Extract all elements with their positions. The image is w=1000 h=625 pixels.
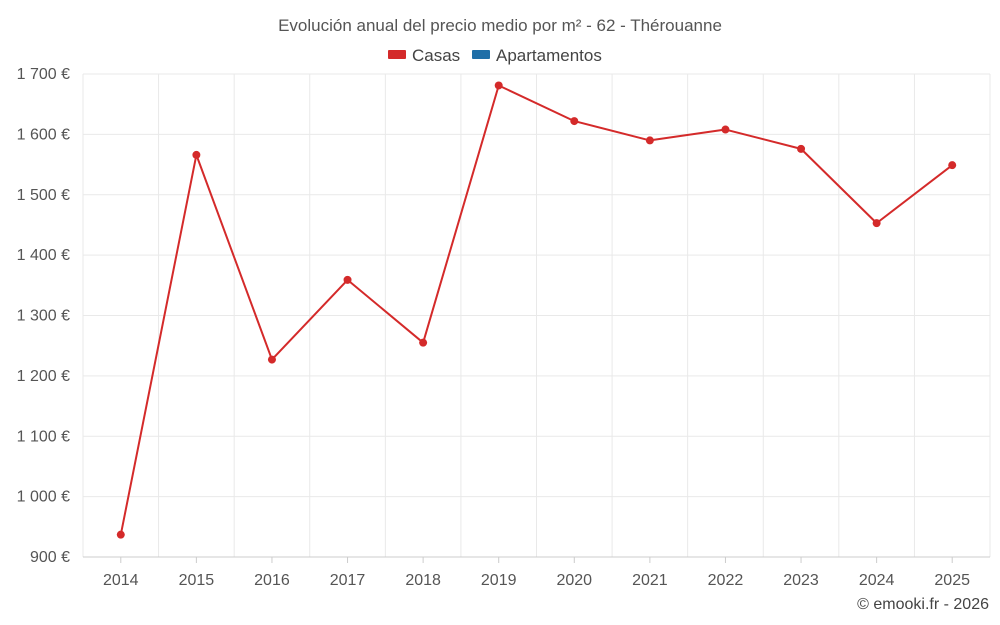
legend-swatch-apartamentos bbox=[472, 50, 490, 59]
series-casas bbox=[116, 81, 957, 539]
legend-swatch-casas bbox=[388, 50, 406, 59]
legend-label-casas: Casas bbox=[412, 46, 460, 65]
x-tick-label: 2023 bbox=[783, 572, 819, 589]
x-tick-label: 2014 bbox=[103, 572, 139, 589]
legend-item-casas[interactable]: Casas bbox=[388, 46, 460, 65]
data-point[interactable] bbox=[645, 136, 654, 145]
data-point[interactable] bbox=[116, 530, 125, 539]
x-gridlines bbox=[82, 74, 991, 557]
chart-title: Evolución anual del precio medio por m² … bbox=[278, 16, 722, 35]
legend-label-apartamentos: Apartamentos bbox=[496, 46, 602, 65]
x-tick-label: 2020 bbox=[556, 572, 592, 589]
data-point[interactable] bbox=[570, 117, 579, 126]
data-point[interactable] bbox=[797, 144, 806, 153]
x-tick-label: 2017 bbox=[330, 572, 366, 589]
data-point[interactable] bbox=[192, 150, 201, 159]
y-axis-ticks: 900 € 1 000 € 1 100 € 1 200 € 1 300 € 1 400 €… bbox=[17, 66, 70, 566]
x-tick-label: 2016 bbox=[254, 572, 290, 589]
data-point[interactable] bbox=[343, 275, 352, 284]
y-tick-label: 1 200 € bbox=[17, 368, 70, 385]
x-tick-label: 2021 bbox=[632, 572, 668, 589]
data-point[interactable] bbox=[872, 219, 881, 228]
x-tick-label: 2018 bbox=[405, 572, 441, 589]
data-point[interactable] bbox=[721, 125, 730, 134]
y-tick-label: 1 000 € bbox=[17, 489, 70, 506]
legend: Casas Apartamentos bbox=[388, 46, 602, 65]
x-axis-ticks: 2014 2015 2016 2017 2018 2019 2020 2021 2022 2023… bbox=[103, 557, 970, 589]
y-tick-label: 1 400 € bbox=[17, 247, 70, 264]
y-tick-label: 1 600 € bbox=[17, 126, 70, 143]
series-line-casas bbox=[119, 84, 953, 535]
data-point[interactable] bbox=[267, 355, 276, 364]
y-tick-label: 1 700 € bbox=[17, 66, 70, 83]
x-tick-label: 2022 bbox=[708, 572, 744, 589]
x-tick-label: 2019 bbox=[481, 572, 517, 589]
data-point[interactable] bbox=[419, 338, 428, 347]
x-tick-label: 2024 bbox=[859, 572, 895, 589]
x-tick-label: 2015 bbox=[179, 572, 215, 589]
x-tick-label: 2025 bbox=[934, 572, 970, 589]
y-tick-label: 900 € bbox=[30, 549, 70, 566]
data-point[interactable] bbox=[948, 161, 957, 170]
legend-item-apartamentos[interactable]: Apartamentos bbox=[472, 46, 602, 65]
credit-text: © emooki.fr - 2026 bbox=[857, 596, 989, 613]
data-point[interactable] bbox=[494, 81, 503, 90]
y-tick-label: 1 500 € bbox=[17, 187, 70, 204]
y-tick-label: 1 100 € bbox=[17, 428, 70, 445]
y-tick-label: 1 300 € bbox=[17, 308, 70, 325]
